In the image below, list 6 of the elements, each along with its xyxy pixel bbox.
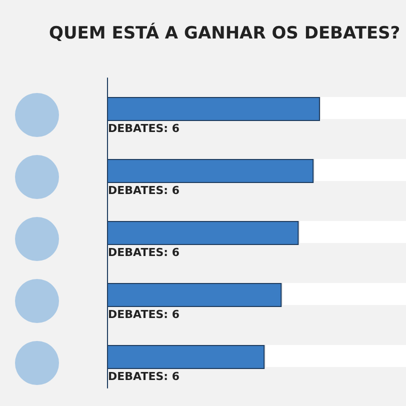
annotation: DEBATES: 6 bbox=[108, 122, 180, 135]
annotation: DEBATES: 6 bbox=[108, 370, 180, 383]
chart-title: QUEM ESTÁ A GANHAR OS DEBATES? bbox=[49, 22, 400, 44]
annotation: DEBATES: 6 bbox=[108, 184, 180, 197]
annotation: DEBATES: 6 bbox=[108, 246, 180, 259]
annotation: DEBATES: 6 bbox=[108, 308, 180, 321]
